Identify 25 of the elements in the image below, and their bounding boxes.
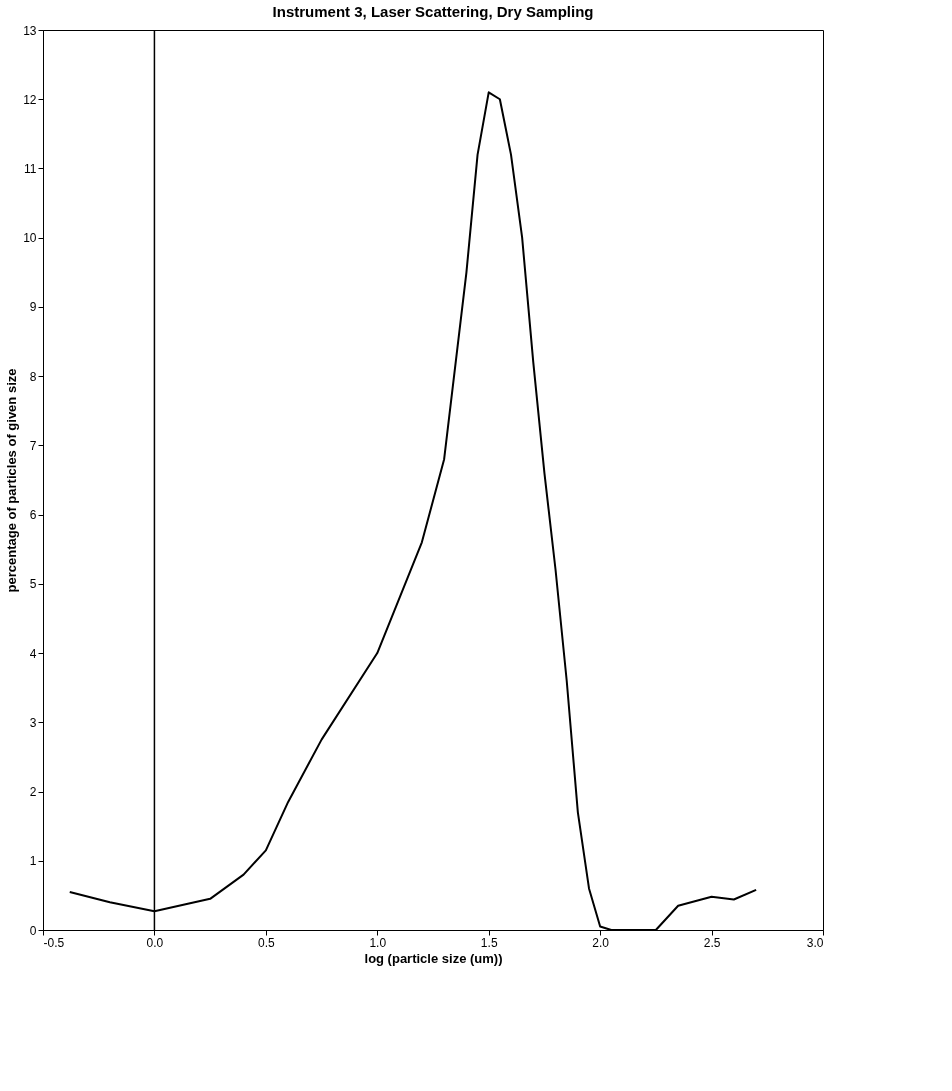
- x-tick-label: 1.5: [480, 935, 498, 950]
- y-tick-label: 2: [29, 785, 37, 800]
- y-tick-label: 7: [29, 438, 37, 453]
- x-tick-label: -0.5: [43, 935, 65, 950]
- y-tick-label: 8: [29, 369, 37, 384]
- y-axis-title: percentage of particles of given size: [4, 368, 20, 593]
- y-tick-label: 0: [29, 923, 37, 938]
- y-tick-label: 9: [29, 300, 37, 315]
- y-tick-label: 10: [23, 231, 37, 246]
- y-tick-label: 12: [23, 92, 37, 107]
- x-tick-label: 2.5: [703, 935, 721, 950]
- x-tick-label: 1.0: [369, 935, 387, 950]
- chart-title: Instrument 3, Laser Scattering, Dry Sampling: [272, 3, 594, 20]
- y-tick-label: 11: [24, 161, 37, 176]
- x-tick-label: 2.0: [592, 935, 610, 950]
- x-tick-label: 0.5: [258, 935, 276, 950]
- x-tick-label: 3.0: [806, 935, 824, 950]
- y-tick-label: 13: [23, 23, 37, 38]
- y-tick-label: 5: [29, 577, 37, 592]
- y-tick-label: 3: [29, 715, 37, 730]
- x-axis-title: log (particle size (um)): [364, 950, 503, 966]
- x-tick-label: 0.0: [146, 935, 164, 950]
- y-tick-label: 1: [29, 854, 37, 869]
- y-tick-label: 6: [29, 508, 37, 523]
- y-tick-label: 4: [29, 646, 37, 661]
